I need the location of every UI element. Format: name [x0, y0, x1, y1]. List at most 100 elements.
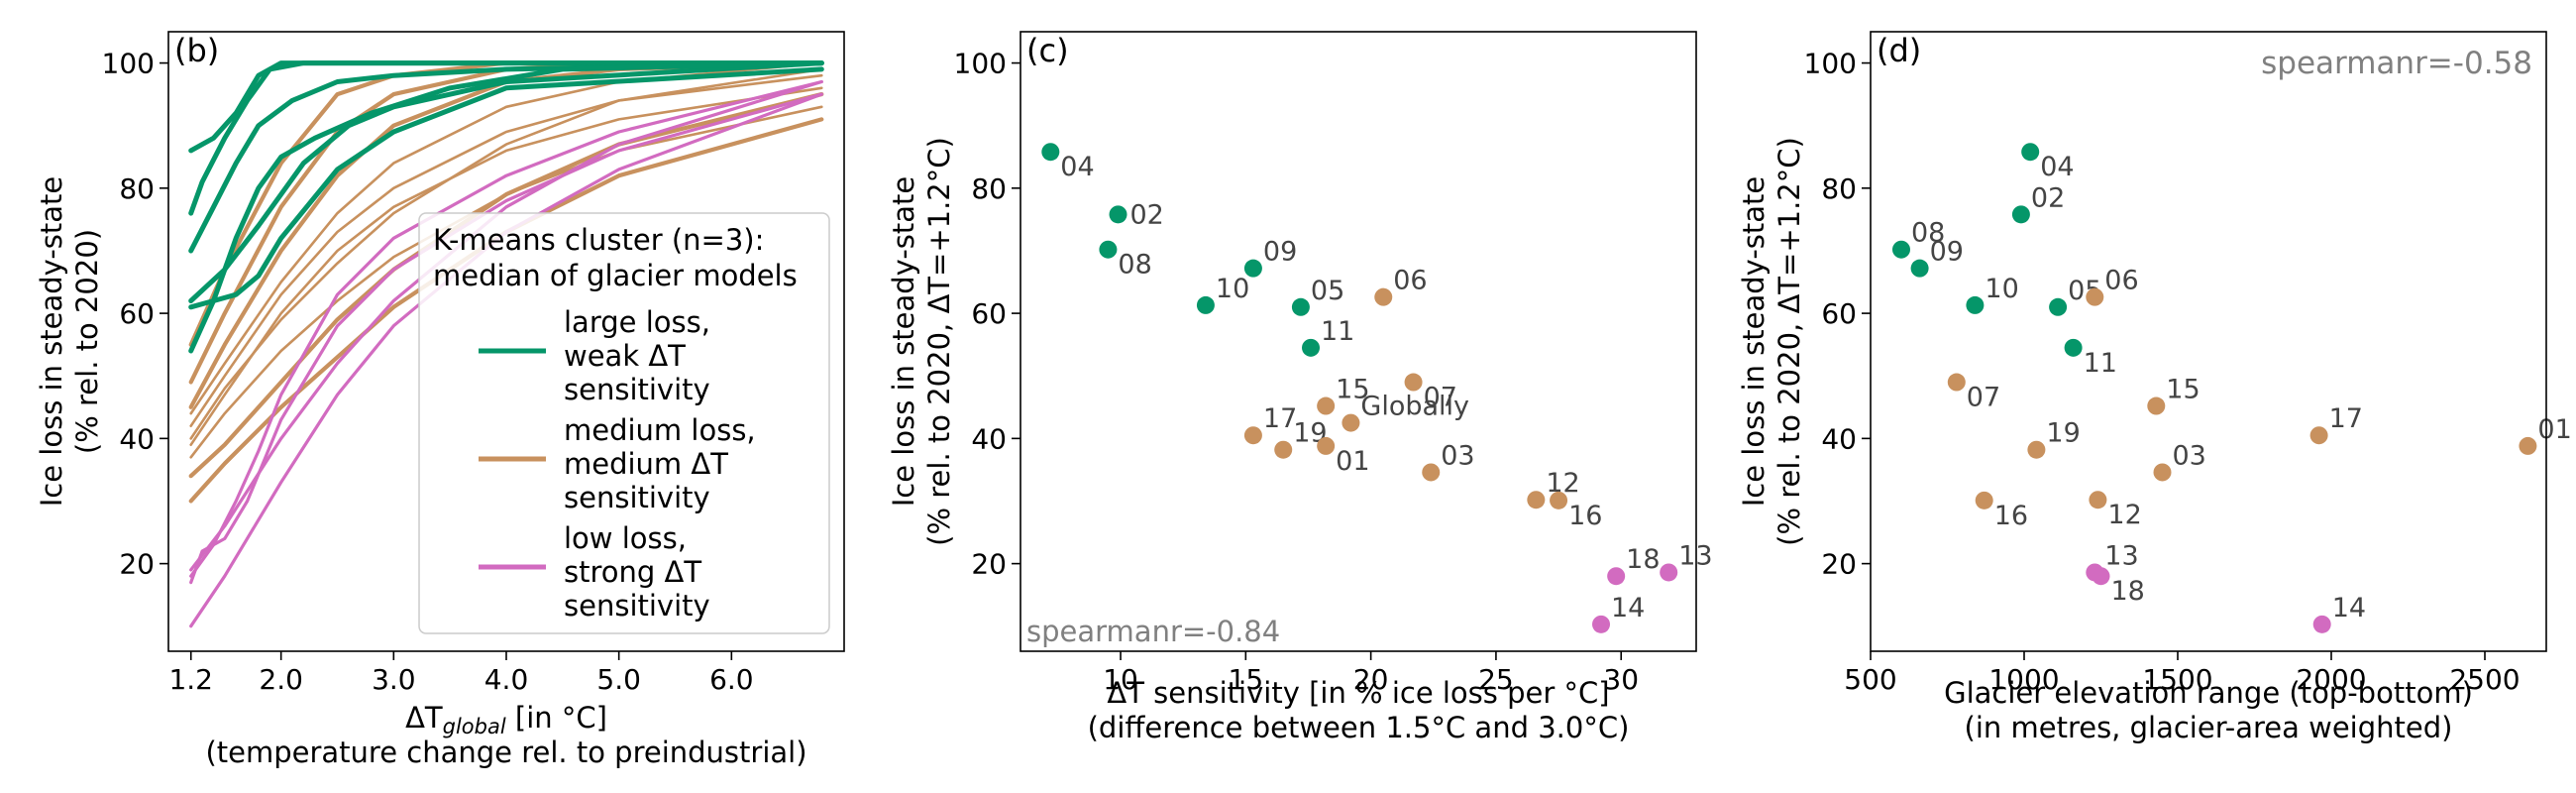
point-label: 11 [2084, 348, 2117, 379]
data-point [2519, 436, 2537, 455]
axes-frame [1870, 31, 2547, 652]
correlation-annotation: spearmanr=-0.84 [1026, 615, 1280, 648]
series-line-large [188, 60, 824, 303]
x-tick-label: 25 [1478, 663, 1514, 696]
x-axis-label-unit: [in °C] [506, 701, 607, 735]
data-point [1274, 440, 1293, 459]
point-label: 13 [2104, 540, 2138, 571]
point-label: 09 [1930, 237, 1964, 268]
x-axis-label: ΔT sensitivity [in % ice loss per °C] [1107, 676, 1609, 710]
legend-label-large: large loss, [564, 305, 710, 339]
data-point [2312, 615, 2331, 633]
legend-label-low: strong ΔT [564, 555, 701, 589]
point-label: 01 [2537, 414, 2571, 445]
series-line-medium [189, 86, 823, 447]
point-label: Globally [1360, 392, 1469, 422]
data-point [1947, 373, 1966, 392]
y-tick-label: 80 [971, 172, 1007, 205]
x-axis-label: Glacier elevation range (top-bottom) [1944, 676, 2473, 710]
series-line-large [188, 66, 824, 310]
point-label: 11 [1321, 316, 1354, 347]
panel-label: (d) [1877, 32, 1921, 69]
point-label: 17 [1263, 403, 1297, 434]
panel-c-scatter-chart: 10 15 20 25 30 20 40 60 80 100 Ice loss in steady-… [887, 31, 1713, 744]
legend-label-medium: medium ΔT [564, 447, 728, 481]
data-point [2309, 426, 2328, 445]
point-label: 14 [2332, 593, 2366, 623]
x-tick-label: 2500 [2449, 663, 2520, 696]
data-point [1196, 295, 1215, 314]
point-label: 02 [1130, 199, 1164, 230]
data-point [1910, 259, 1929, 278]
y-axis-label: Ice loss in steady-state [35, 176, 68, 508]
point-label: 08 [1911, 218, 1945, 249]
data-point [1892, 240, 1910, 259]
y-axis-label-sub: (% rel. to 2020, ΔT=+1.2°C) [1772, 137, 1806, 546]
x-tick-label: 1.2 [168, 663, 213, 696]
point-label: 10 [1985, 274, 2018, 304]
x-tick-label: 1500 [2142, 663, 2212, 696]
data-point [1975, 491, 1993, 510]
legend-box [418, 212, 830, 634]
x-tick-label: 15 [1229, 663, 1264, 696]
point-label: 03 [1441, 440, 1474, 471]
point-label: 16 [1994, 501, 2028, 531]
data-point [2064, 338, 2083, 357]
data-point [1243, 259, 1262, 278]
x-axis-label-sub: (temperature change rel. to preindustria… [205, 736, 806, 769]
point-label: 05 [1311, 276, 1344, 306]
y-tick-label: 100 [102, 48, 155, 80]
point-label: 18 [2111, 576, 2145, 607]
data-point [2011, 205, 2030, 224]
panel-d-scatter-chart: 500 1000 1500 2000 2500 20 40 60 80 100 Ice loss i… [1737, 31, 2572, 744]
x-tick-label: 500 [1844, 663, 1896, 696]
panel-label: (b) [174, 32, 219, 69]
x-axis-label: ΔTglobal [in °C] [405, 701, 607, 738]
y-tick-label: 40 [971, 422, 1007, 455]
data-point [1291, 297, 1310, 316]
point-label: 18 [1626, 544, 1660, 575]
y-tick-label: 40 [1821, 422, 1857, 455]
data-point [1966, 295, 1985, 314]
x-tick-label: 6.0 [709, 663, 754, 696]
y-tick-label: 20 [971, 548, 1007, 581]
legend-label-medium: sensitivity [564, 481, 710, 514]
series-line-large [188, 60, 824, 254]
x-axis-label-sub: (in metres, glacier-area weighted) [1965, 711, 2453, 744]
data-point [2086, 287, 2104, 306]
data-point [1317, 396, 1336, 415]
data-point [1374, 287, 1393, 306]
point-label: 02 [2031, 182, 2065, 213]
y-tick-label: 20 [1821, 548, 1857, 581]
y-tick-label: 80 [119, 172, 155, 205]
data-point [1099, 240, 1118, 259]
data-point [1660, 563, 1678, 582]
x-tick-label: 4.0 [484, 663, 529, 696]
x-axis-label-sub: (difference between 1.5°C and 3.0°C) [1088, 711, 1630, 744]
series-line-low [189, 92, 823, 628]
point-label: 04 [2040, 152, 2074, 182]
y-axis-label-sub: (% rel. to 2020, ΔT=+1.2°C) [922, 137, 956, 546]
series-line-medium [189, 73, 823, 428]
data-point [1041, 143, 1060, 162]
point-label: 01 [1336, 446, 1369, 477]
point-label: 19 [2046, 418, 2080, 449]
data-point [2021, 143, 2040, 162]
y-tick-label: 100 [954, 48, 1007, 80]
point-label: 14 [1611, 593, 1645, 623]
data-point [2092, 567, 2110, 586]
legend-title: K-means cluster (n=3): [433, 223, 764, 257]
legend-label-large: weak ΔT [564, 339, 686, 373]
data-point [1527, 491, 1546, 510]
x-axis-label-subscript: global [443, 715, 506, 738]
series-line-large [188, 60, 824, 354]
data-point [1317, 436, 1336, 455]
point-label: 12 [2107, 500, 2141, 530]
y-tick-label: 80 [1821, 172, 1857, 205]
point-label: 15 [1336, 375, 1369, 405]
axes-frame [167, 31, 845, 652]
data-point [1592, 615, 1611, 633]
series-line-large [188, 60, 824, 216]
